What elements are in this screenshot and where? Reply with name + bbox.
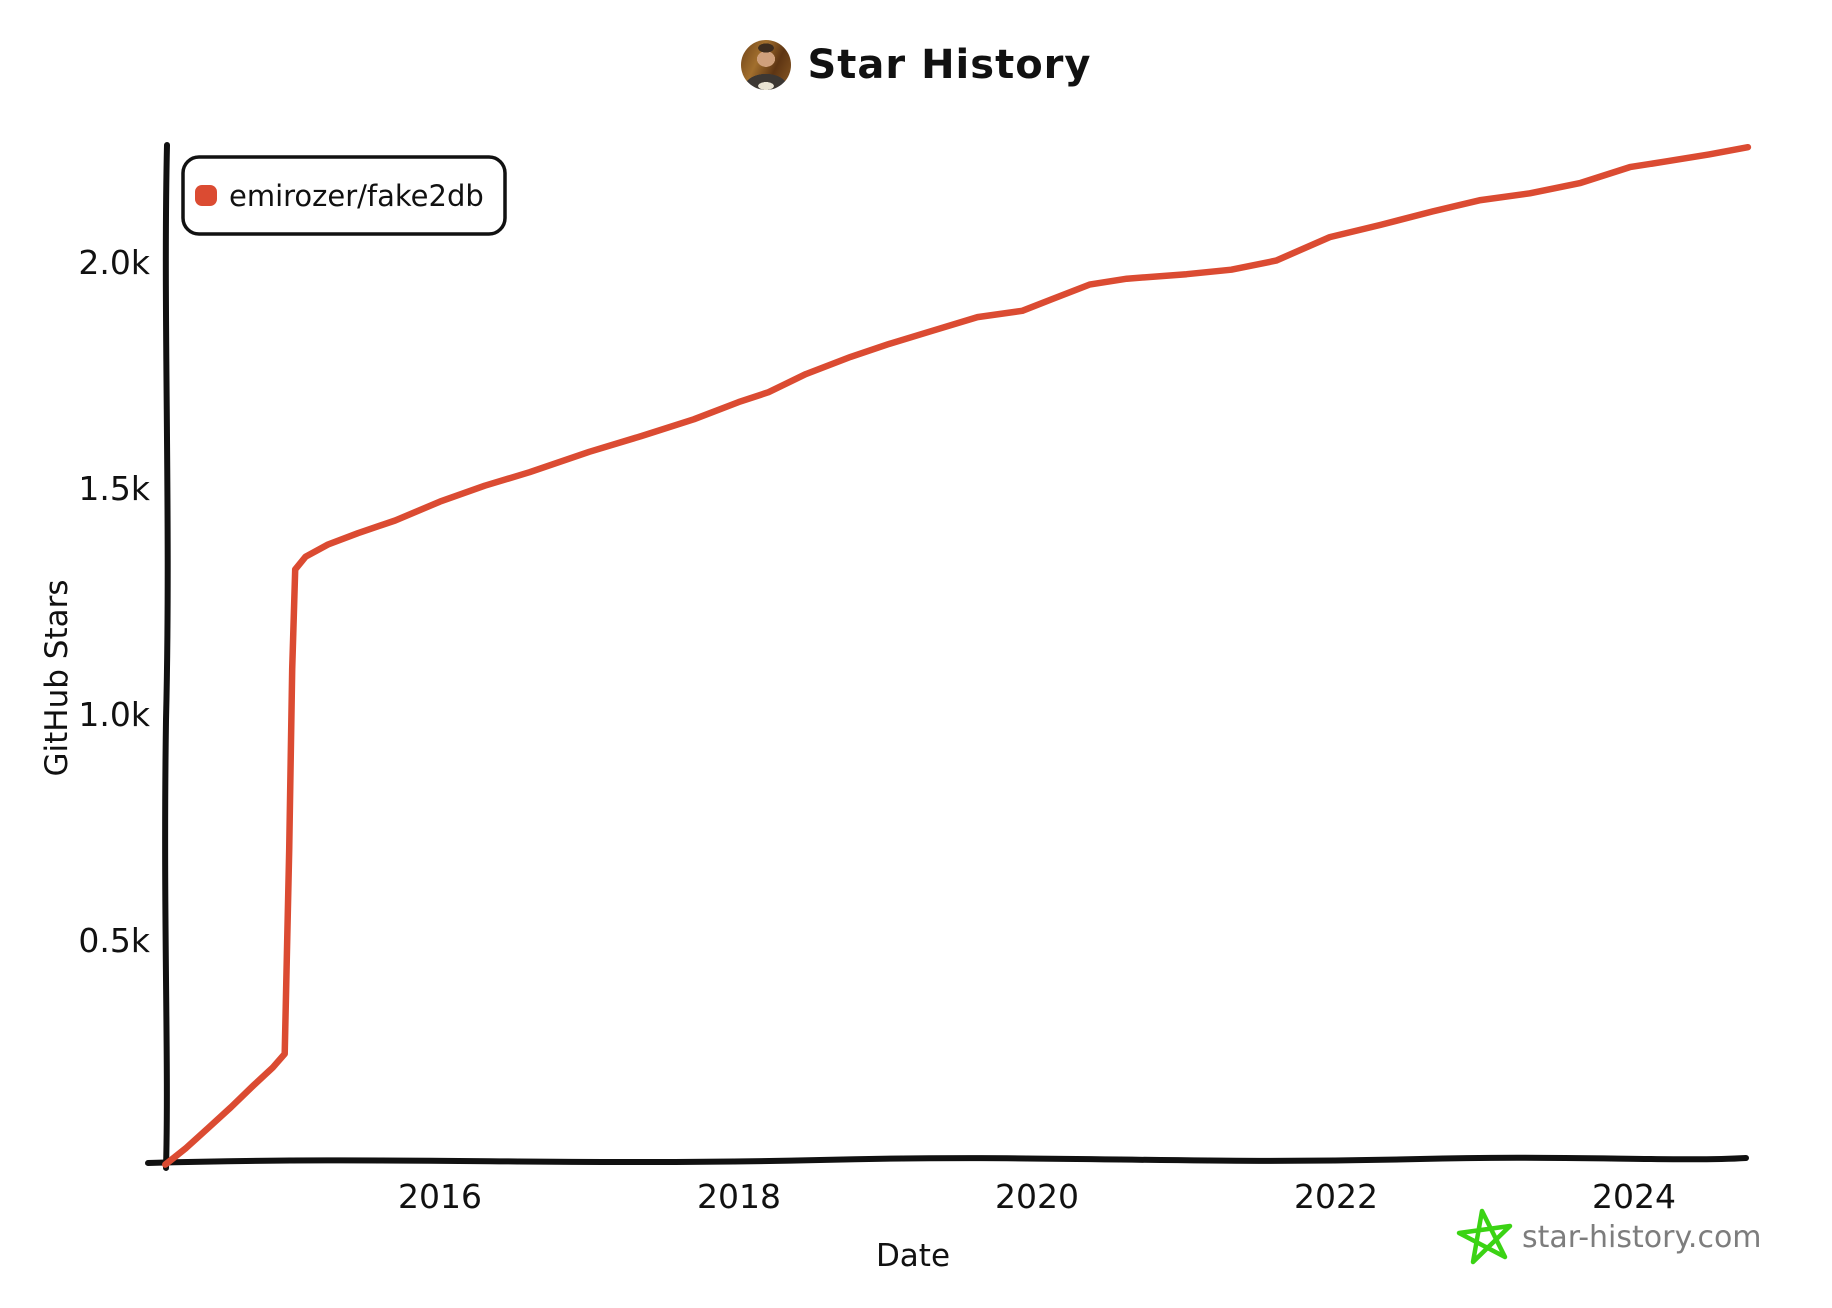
avatar	[740, 40, 791, 90]
watermark: star-history.com	[1456, 1208, 1762, 1265]
x-tick-label: 2022	[1294, 1177, 1378, 1216]
y-axis-title: GitHub Stars	[39, 579, 75, 776]
x-axis-title: Date	[876, 1238, 950, 1274]
chart-title-bar: Star History	[0, 40, 1832, 90]
legend-label: emirozer/fake2db	[229, 179, 484, 213]
x-tick-label: 2016	[398, 1177, 482, 1216]
series-line	[162, 143, 1752, 1168]
x-tick-label: 2018	[697, 1177, 781, 1216]
y-tick-label: 2.0k	[78, 243, 150, 282]
x-tick-label: 2024	[1592, 1177, 1676, 1216]
y-tick-label: 1.0k	[78, 695, 150, 734]
x-tick-label: 2020	[995, 1177, 1079, 1216]
watermark-text: star-history.com	[1522, 1220, 1762, 1255]
legend-border	[181, 155, 507, 236]
y-axis-line	[162, 142, 171, 1171]
star-doodle-icon	[1456, 1208, 1513, 1265]
x-axis-line	[145, 1154, 1749, 1166]
legend-marker	[195, 185, 217, 206]
page-title: Star History	[807, 42, 1092, 88]
legend: emirozer/fake2db	[181, 155, 507, 236]
y-tick-label: 0.5k	[78, 921, 150, 960]
y-tick-label: 1.5k	[78, 469, 150, 508]
